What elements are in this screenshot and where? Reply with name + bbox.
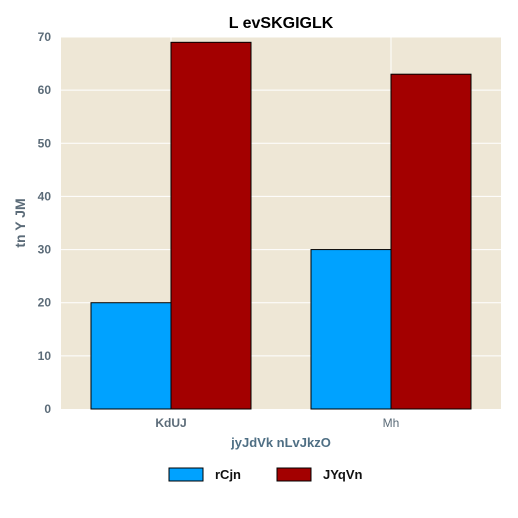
x-axis-ticks: KdUJ Mh — [155, 416, 399, 430]
legend-label-JYqVn: JYqVn — [323, 467, 363, 482]
y-tick-label: 20 — [38, 296, 52, 310]
chart-title: L evSKGIGLK — [229, 15, 334, 32]
y-tick-label: 60 — [38, 83, 52, 97]
y-tick-label: 40 — [38, 189, 52, 203]
y-tick-label: 10 — [38, 349, 52, 363]
legend-swatch-JYqVn — [276, 467, 312, 482]
legend-label-rCjn: rCjn — [215, 467, 241, 482]
y-tick-label: 70 — [38, 30, 52, 44]
x-axis-label: jyJdVk nLvJkzO — [230, 435, 331, 450]
bar-rCjn-KdUJ — [90, 302, 172, 410]
y-axis-ticks: 0 10 20 30 40 50 60 70 — [38, 30, 52, 416]
x-tick-label: Mh — [383, 416, 400, 430]
legend-swatch-rCjn — [168, 467, 204, 482]
y-tick-label: 0 — [44, 402, 51, 416]
legend: rCjn JYqVn — [168, 467, 363, 482]
x-tick-label: KdUJ — [155, 416, 186, 430]
y-tick-label: 30 — [38, 243, 52, 257]
bar-JYqVn-KdUJ — [170, 41, 252, 410]
bar-rCjn-Mh — [310, 249, 392, 410]
bar-JYqVn-Mh — [390, 73, 472, 410]
bars — [90, 41, 472, 410]
y-tick-label: 50 — [38, 136, 52, 150]
y-axis-label: tn Y JM — [12, 198, 28, 247]
